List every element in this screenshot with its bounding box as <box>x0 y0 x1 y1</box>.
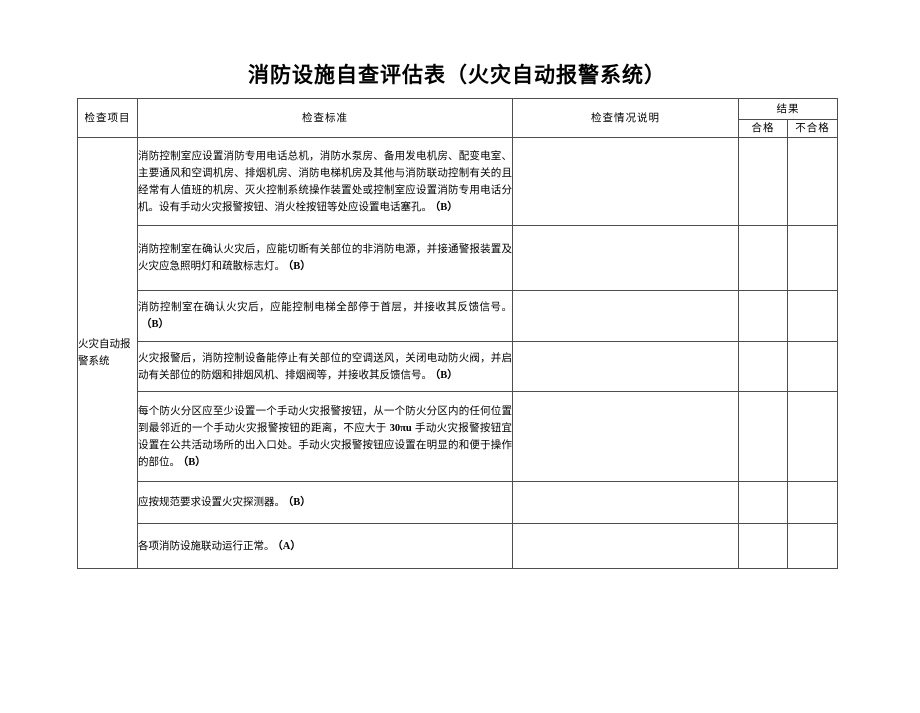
description-cell[interactable] <box>512 137 739 226</box>
fail-cell[interactable] <box>787 225 838 291</box>
pass-cell[interactable] <box>738 523 788 569</box>
standard-text: 手动火灾报警按钮宜设置在公共活动场所的出入口处。手动火灾报警按钮应设置在明显的和… <box>138 422 513 468</box>
table-row: 每个防火分区应至少设置一个手动火灾报警按钮，从一个防火分区内的任何位置到最邻近的… <box>78 391 838 482</box>
column-header-result: 结果 <box>738 98 838 120</box>
standard-text: 火灾报警后，消防控制设备能停止有关部位的空调送风，关闭电动防火阀，并启动有关部位… <box>138 352 512 381</box>
column-header-description: 检查情况说明 <box>512 98 739 138</box>
standard-bold-text: 30πu <box>389 422 412 434</box>
header-row: 检查项目 检查标准 检查情况说明 结果 <box>77 98 838 138</box>
description-cell[interactable] <box>512 225 739 291</box>
standard-text: 应按规范要求设置火灾探测器。 <box>138 497 286 508</box>
description-cell[interactable] <box>512 391 739 482</box>
fail-cell[interactable] <box>787 523 838 569</box>
table-row: 应按规范要求设置火灾探测器。 （B） <box>78 481 838 524</box>
pass-cell[interactable] <box>738 341 788 392</box>
grade-label: （B） <box>288 261 311 272</box>
standard-cell: 各项消防设施联动运行正常。 （A） <box>137 523 513 569</box>
standard-text: 消防控制室在确认火灾后，应能控制电梯全部停于首层，并接收其反馈信号。 <box>138 302 512 313</box>
fail-cell[interactable] <box>787 391 838 482</box>
document-page: 消防设施自查评估表（火灾自动报警系统） 检查项目 检查标准 检查情况说明 结果 … <box>0 62 920 713</box>
pass-cell[interactable] <box>738 137 788 226</box>
pass-cell[interactable] <box>738 391 788 482</box>
standard-text: 消防控制室在确认火灾后，应能切断有关部位的非消防电源，并接通警报装置及火灾应急照… <box>138 244 512 272</box>
column-header-standard: 检查标准 <box>137 98 513 138</box>
column-header-pass: 合格 <box>738 119 788 138</box>
standard-text: 各项消防设施联动运行正常。 <box>138 540 275 552</box>
standard-cell: 火灾报警后，消防控制设备能停止有关部位的空调送风，关闭电动防火阀，并启动有关部位… <box>137 341 513 392</box>
column-header-fail: 不合格 <box>787 119 838 138</box>
table-row: 各项消防设施联动运行正常。 （A） <box>78 523 838 569</box>
standard-cell: 消防控制室在确认火灾后，应能切断有关部位的非消防电源，并接通警报装置及火灾应急照… <box>137 225 513 291</box>
table-row: 消防控制室在确认火灾后，应能切断有关部位的非消防电源，并接通警报装置及火灾应急照… <box>78 225 838 291</box>
fail-cell[interactable] <box>787 137 838 226</box>
pass-cell[interactable] <box>738 290 788 342</box>
standard-cell: 消防控制室应设置消防专用电话总机，消防水泵房、备用发电机房、配变电室、主要通风和… <box>137 137 513 226</box>
grade-label: （B） <box>183 456 206 468</box>
table-row: 消防控制室在确认火灾后，应能控制电梯全部停于首层，并接收其反馈信号。 （B） <box>78 290 838 342</box>
grade-label: （B） <box>288 497 311 508</box>
fail-cell[interactable] <box>787 481 838 524</box>
header-subrow: 合格 不合格 <box>78 119 838 138</box>
pass-cell[interactable] <box>738 225 788 291</box>
standard-text: 每个防火分区应至少设置一个手动火灾报警按钮，从一个防火分区内的任何位置到最邻近的… <box>138 405 512 434</box>
grade-label: （B） <box>435 369 458 381</box>
pass-cell[interactable] <box>738 481 788 524</box>
description-cell[interactable] <box>512 481 739 524</box>
description-cell[interactable] <box>512 341 739 392</box>
standard-cell: 消防控制室在确认火灾后，应能控制电梯全部停于首层，并接收其反馈信号。 （B） <box>137 290 513 342</box>
standard-cell: 应按规范要求设置火灾探测器。 （B） <box>137 481 513 524</box>
page-title: 消防设施自查评估表（火灾自动报警系统） <box>248 64 666 87</box>
grade-label: （B） <box>435 201 458 213</box>
table-row: 火灾报警后，消防控制设备能停止有关部位的空调送风，关闭电动防火阀，并启动有关部位… <box>78 341 838 392</box>
fail-cell[interactable] <box>787 290 838 342</box>
description-cell[interactable] <box>512 290 739 342</box>
inspection-table: 检查项目 检查标准 检查情况说明 结果 合格 不合格 火灾自动报警系统 消防控制… <box>77 98 838 569</box>
category-cell: 火灾自动报警系统 <box>77 137 138 569</box>
standard-cell: 每个防火分区应至少设置一个手动火灾报警按钮，从一个防火分区内的任何位置到最邻近的… <box>137 391 513 482</box>
grade-label: （B） <box>141 319 170 330</box>
grade-label: （A） <box>277 540 301 552</box>
table-row: 火灾自动报警系统 消防控制室应设置消防专用电话总机，消防水泵房、备用发电机房、配… <box>77 137 838 569</box>
column-header-item: 检查项目 <box>77 98 138 138</box>
standard-text: 消防控制室应设置消防专用电话总机，消防水泵房、备用发电机房、配变电室、主要通风和… <box>138 150 512 213</box>
description-cell[interactable] <box>512 523 739 569</box>
fail-cell[interactable] <box>787 341 838 392</box>
